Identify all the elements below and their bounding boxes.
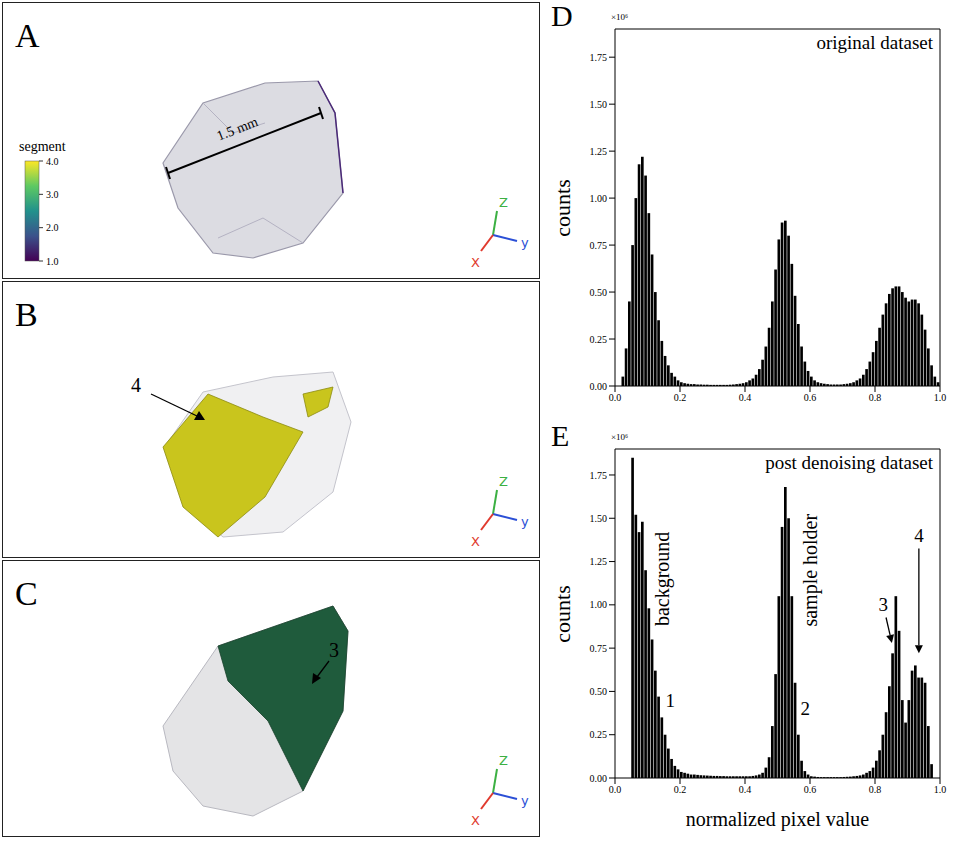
- svg-text:1.25: 1.25: [590, 556, 608, 567]
- html-text:×10⁶: ×10⁶: [611, 432, 629, 442]
- html-text:original dataset: original dataset: [816, 32, 933, 53]
- svg-text:0.50: 0.50: [590, 287, 608, 298]
- svg-text:0.25: 0.25: [590, 729, 608, 740]
- svg-text:X: X: [471, 813, 480, 828]
- svg-text:0.75: 0.75: [590, 240, 608, 251]
- svg-text:4: 4: [131, 374, 141, 396]
- svg-text:y: y: [521, 514, 529, 529]
- svg-text:sample holder: sample holder: [799, 514, 822, 627]
- svg-text:1: 1: [666, 690, 676, 711]
- svg-text:0.75: 0.75: [590, 643, 608, 654]
- svg-text:0.4: 0.4: [739, 784, 752, 795]
- svg-text:0.00: 0.00: [590, 381, 608, 392]
- svg-text:0.6: 0.6: [804, 784, 817, 795]
- svg-text:0.8: 0.8: [869, 392, 882, 403]
- svg-text:background: background: [651, 532, 674, 626]
- svg-text:0.0: 0.0: [609, 784, 622, 795]
- html-text:counts: counts: [550, 178, 575, 237]
- svg-text:C: C: [15, 575, 38, 612]
- html-text:normalized pixel value: normalized pixel value: [685, 808, 870, 830]
- svg-text:1.00: 1.00: [590, 193, 608, 204]
- svg-text:0.2: 0.2: [674, 392, 687, 403]
- svg-text:0.4: 0.4: [739, 392, 752, 403]
- svg-text:1.75: 1.75: [590, 470, 608, 481]
- svg-text:y: y: [521, 235, 529, 250]
- svg-text:4.0: 4.0: [46, 156, 59, 167]
- svg-text:A: A: [15, 17, 40, 54]
- svg-text:1.0: 1.0: [46, 256, 59, 267]
- html-text:×10⁶: ×10⁶: [611, 12, 629, 22]
- svg-text:0.6: 0.6: [804, 392, 817, 403]
- svg-text:Z: Z: [499, 474, 508, 489]
- html-text:post denoising dataset: post denoising dataset: [765, 452, 933, 473]
- svg-text:0.8: 0.8: [869, 784, 882, 795]
- svg-text:1.50: 1.50: [590, 513, 608, 524]
- svg-text:0.0: 0.0: [609, 392, 622, 403]
- svg-text:3: 3: [329, 639, 339, 661]
- svg-text:Z: Z: [499, 195, 508, 210]
- html-text:counts: counts: [550, 584, 575, 643]
- svg-text:0.25: 0.25: [590, 334, 608, 345]
- svg-text:0.00: 0.00: [590, 773, 608, 784]
- svg-text:1.0: 1.0: [934, 392, 947, 403]
- svg-text:1.5 mm: 1.5 mm: [215, 114, 260, 144]
- html-text:E: E: [551, 419, 570, 452]
- svg-text:1.00: 1.00: [590, 599, 608, 610]
- svg-text:segment: segment: [19, 139, 66, 154]
- svg-text:1.75: 1.75: [590, 52, 608, 63]
- svg-text:3: 3: [878, 594, 888, 615]
- svg-text:X: X: [471, 255, 480, 270]
- svg-text:1.25: 1.25: [590, 146, 608, 157]
- svg-text:0.2: 0.2: [674, 784, 687, 795]
- svg-text:2: 2: [800, 698, 810, 719]
- svg-text:1.50: 1.50: [590, 99, 608, 110]
- svg-text:1.0: 1.0: [934, 784, 947, 795]
- svg-text:X: X: [471, 534, 480, 549]
- html-text:D: D: [551, 0, 573, 32]
- svg-text:2.0: 2.0: [46, 222, 59, 233]
- svg-text:0.50: 0.50: [590, 686, 608, 697]
- svg-text:3.0: 3.0: [46, 189, 59, 200]
- svg-text:4: 4: [914, 525, 924, 546]
- svg-text:y: y: [521, 793, 529, 808]
- svg-text:B: B: [15, 296, 38, 333]
- svg-text:Z: Z: [499, 753, 508, 768]
